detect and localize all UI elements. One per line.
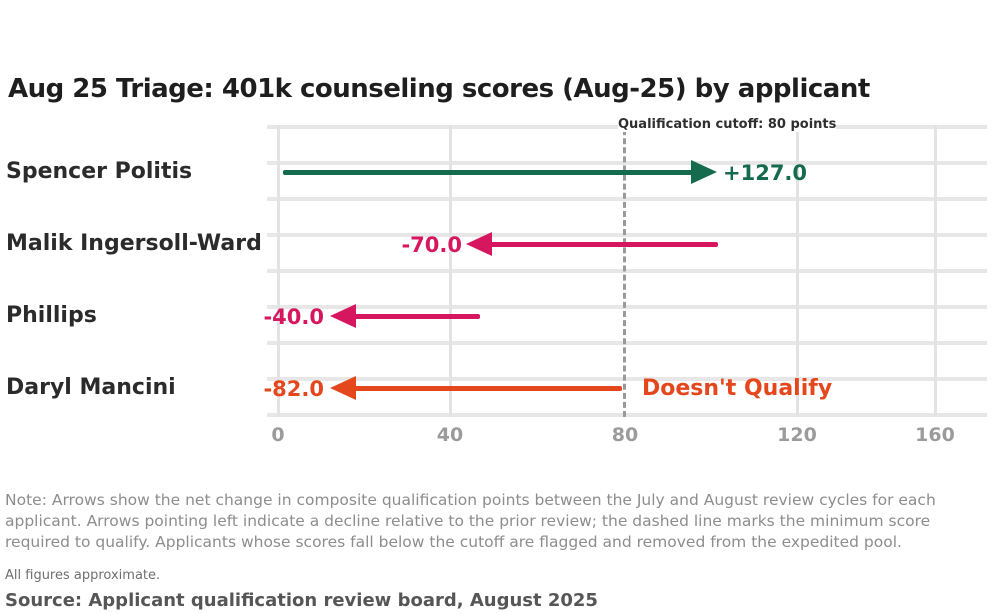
value-label: -70.0	[401, 233, 462, 257]
x-tick-label: 160	[915, 424, 955, 446]
meta-line: All figures approximate.	[5, 568, 161, 583]
footnote-line: applicant. Arrows pointing left indicate…	[5, 512, 931, 530]
gridline-horizontal	[267, 305, 987, 309]
gridline-vertical	[934, 125, 937, 417]
x-tick-label: 80	[611, 424, 639, 446]
arrow-line	[352, 314, 480, 319]
arrow-line	[352, 386, 622, 391]
arrow-line	[488, 242, 718, 247]
gridline-horizontal	[267, 197, 987, 201]
x-tick-label: 40	[436, 424, 464, 446]
source-line: Source: Applicant qualification review b…	[5, 590, 598, 611]
value-label: -82.0	[263, 377, 324, 401]
gridline-vertical	[796, 125, 799, 417]
footnote: Note: Arrows show the net change in comp…	[5, 490, 970, 553]
value-label: +127.0	[723, 161, 808, 185]
gridline-horizontal	[267, 233, 987, 237]
category-label: Daryl Mancini	[6, 375, 176, 400]
gridline-horizontal	[267, 161, 987, 165]
value-label: -40.0	[263, 305, 324, 329]
gridline-vertical	[277, 125, 280, 417]
threshold-label: Qualification cutoff: 80 points	[618, 117, 837, 132]
category-label: Malik Ingersoll-Ward	[6, 231, 262, 256]
footnote-line: Note: Arrows show the net change in comp…	[5, 491, 936, 509]
chart-title: Aug 25 Triage: 401k counseling scores (A…	[8, 74, 870, 104]
gridline-horizontal	[267, 341, 987, 345]
gridline-horizontal	[267, 377, 987, 381]
category-label: Spencer Politis	[6, 159, 193, 184]
x-tick-label: 0	[271, 424, 285, 446]
x-tick-label: 120	[777, 424, 817, 446]
threshold-line	[623, 120, 626, 417]
arrow-line	[283, 170, 695, 175]
category-label: Phillips	[6, 303, 97, 328]
gridline-horizontal	[267, 269, 987, 273]
gridline-vertical	[449, 125, 452, 417]
doesnt-qualify-annotation: Doesn't Qualify	[642, 376, 833, 401]
gridline-horizontal	[267, 413, 987, 417]
footnote-line: required to qualify. Applicants whose sc…	[5, 533, 902, 551]
